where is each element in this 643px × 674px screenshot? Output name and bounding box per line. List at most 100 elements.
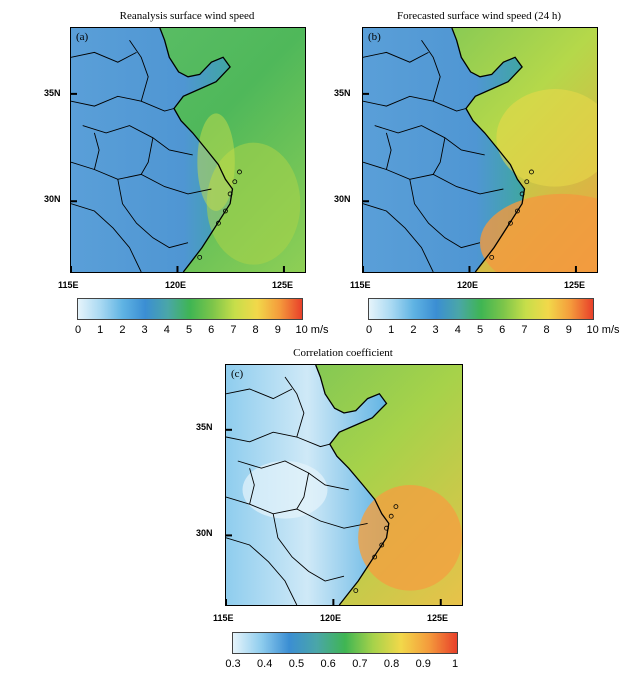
panel-b-colorbar <box>368 298 594 320</box>
island <box>227 191 233 197</box>
island <box>197 254 203 260</box>
colorbar-tick-label: 2 <box>119 324 126 336</box>
panel-b-letter: (b) <box>368 31 381 43</box>
colorbar-tick-label: 3 <box>432 324 439 336</box>
field-blob <box>496 89 597 187</box>
land-field <box>363 28 525 272</box>
colorbar-tick-label: 7 <box>521 324 528 336</box>
colorbar-tick-label: 4 <box>163 324 170 336</box>
panel-c-map-svg <box>226 365 462 605</box>
panel-c-letter: (c) <box>231 368 244 380</box>
colorbar-tick-label: 1 <box>451 658 459 670</box>
island <box>353 588 359 594</box>
panel-c-lon-label-120e: 120E <box>320 613 342 623</box>
province-border <box>226 388 293 400</box>
island <box>372 554 378 560</box>
panel-b-map-svg <box>363 28 597 272</box>
panel-c-colorbar <box>232 632 458 654</box>
island <box>388 513 394 519</box>
province-border <box>71 203 142 272</box>
province-border <box>140 137 154 175</box>
colorbar-tick-label: 9 <box>565 324 572 336</box>
colorbar-tick-label: 3 <box>141 324 148 336</box>
island <box>519 191 525 197</box>
colorbar-tick-label: 0 <box>74 324 82 336</box>
colorbar-tick-label: 0.4 <box>257 658 273 670</box>
province-border <box>226 496 368 529</box>
province-border <box>226 431 330 448</box>
colorbar-tick-label: 0.6 <box>320 658 336 670</box>
panel-c-lon-label-115e: 115E <box>213 613 234 623</box>
colorbar-tick-label: 0 <box>365 324 373 336</box>
panel-b-lat-label-30n: 30N <box>334 194 351 204</box>
island <box>232 179 238 185</box>
panel-a-lat-label-30n: 30N <box>44 194 61 204</box>
province-border <box>385 132 392 170</box>
colorbar-tick-label: 0.8 <box>383 658 400 670</box>
colorbar-tick-label: 7 <box>230 324 237 336</box>
province-border <box>129 39 149 102</box>
province-border <box>117 179 189 249</box>
island <box>508 220 513 226</box>
colorbar-tick-label: 5 <box>185 324 193 336</box>
colorbar-tick-label: 1 <box>97 324 104 336</box>
colorbar-tick-label: 0.5 <box>288 658 305 670</box>
panel-a-lon-label-125e: 125E <box>272 280 294 290</box>
colorbar-tick-label: 10 m/s <box>295 324 329 336</box>
province-border <box>363 51 429 63</box>
colorbar-tick-label: 2 <box>410 324 417 336</box>
island <box>379 542 385 548</box>
island <box>393 504 399 510</box>
colorbar-tick-label: 10 m/s <box>586 324 620 336</box>
province-border <box>272 513 345 582</box>
province-border <box>363 95 467 112</box>
colorbar-tick-label: 8 <box>252 324 259 336</box>
island <box>529 169 534 175</box>
colorbar-tick-label: 1 <box>388 324 395 336</box>
province-border <box>296 472 310 510</box>
panel-c-title: Correlation coefficient <box>293 347 393 359</box>
colorbar-tick-label: 5 <box>476 324 484 336</box>
panel-b-lon-label-120e: 120E <box>457 280 479 290</box>
island <box>223 208 228 214</box>
province-border <box>374 125 485 156</box>
panel-b-lon-label-115e: 115E <box>350 280 371 290</box>
colorbar-tick-label: 4 <box>454 324 461 336</box>
province-border <box>409 179 481 249</box>
panel-a-map-svg <box>71 28 305 272</box>
island <box>237 169 242 175</box>
province-border <box>71 51 137 63</box>
province-border <box>249 468 255 505</box>
field-blob <box>242 461 328 519</box>
panel-c-lat-label-30n: 30N <box>196 528 213 538</box>
panel-a-colorbar <box>77 298 303 320</box>
panel-c-lat-label-35n: 35N <box>196 422 213 432</box>
province-border <box>82 125 193 156</box>
province-border <box>421 39 441 102</box>
colorbar-tick-label: 0.3 <box>225 658 241 670</box>
panel-b-lat-label-35n: 35N <box>334 88 351 98</box>
colorbar-tick-label: 8 <box>543 324 550 336</box>
island <box>515 208 520 214</box>
panel-a-lon-label-120e: 120E <box>165 280 187 290</box>
province-border <box>284 376 305 438</box>
island <box>384 525 389 531</box>
colorbar-tick-label: 6 <box>208 324 215 336</box>
province-border <box>226 537 298 605</box>
province-border <box>237 460 349 491</box>
panel-c-lon-label-125e: 125E <box>427 613 449 623</box>
field-blob <box>480 193 597 272</box>
colorbar-tick-label: 6 <box>499 324 506 336</box>
panel-a-letter: (a) <box>76 31 89 43</box>
island <box>216 220 221 226</box>
field-blob <box>358 485 462 591</box>
panel-a-lat-label-35n: 35N <box>44 88 61 98</box>
colorbar-tick-label: 0.7 <box>352 658 368 670</box>
panel-a-lon-label-115e: 115E <box>58 280 79 290</box>
colorbar-tick-label: 9 <box>274 324 281 336</box>
panel-c-map <box>225 364 463 606</box>
panel-a-map <box>70 27 306 273</box>
province-border <box>71 95 175 112</box>
colorbar-tick-label: 0.9 <box>415 658 431 670</box>
island <box>524 179 530 185</box>
